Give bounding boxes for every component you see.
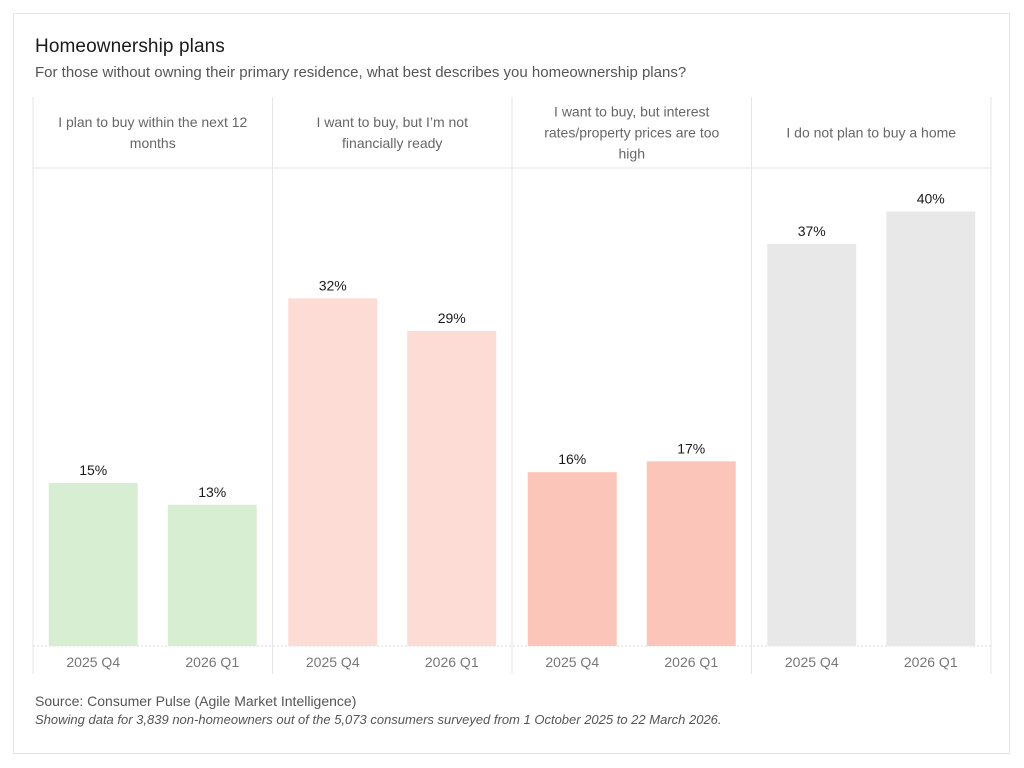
bar-value-label: 13%: [198, 484, 226, 500]
x-tick-label: 2026 Q1: [904, 654, 958, 670]
bar[interactable]: [886, 211, 976, 647]
panel-header-line: I do not plan to buy a home: [786, 125, 956, 141]
bar[interactable]: [767, 244, 857, 646]
x-tick-label: 2025 Q4: [785, 654, 839, 670]
panel-header-line: financially ready: [342, 135, 442, 151]
panel-header-line: I want to buy, but I’m not: [317, 114, 469, 130]
panel-header-line: rates/property prices are too: [544, 125, 719, 141]
bar-value-label: 16%: [558, 451, 586, 467]
bar[interactable]: [288, 298, 378, 646]
bar-value-label: 29%: [438, 310, 466, 326]
x-tick-label: 2025 Q4: [66, 654, 120, 670]
bar-value-label: 37%: [798, 223, 826, 239]
x-tick-label: 2026 Q1: [185, 654, 239, 670]
bar-value-label: 15%: [79, 462, 107, 478]
panel-header-line: I plan to buy within the next 12: [58, 114, 247, 130]
x-axis-ticks: 2025 Q4 2026 Q1 2025 Q4 2026 Q1 2025 Q4 2026 …: [66, 654, 957, 670]
panel-header-line: I want to buy, but interest: [554, 104, 709, 120]
bar-value-label: 40%: [917, 190, 945, 206]
panel-header-line: high: [619, 146, 645, 162]
chart-subtitle: For those without owning their primary r…: [35, 64, 687, 81]
x-tick-label: 2025 Q4: [545, 654, 599, 670]
bar[interactable]: [48, 483, 138, 646]
x-tick-label: 2025 Q4: [306, 654, 360, 670]
panel-headers: I plan to buy within the next 12 months I …: [58, 104, 956, 162]
panel-header-line: months: [130, 135, 176, 151]
panel-grid: [32, 97, 992, 674]
bar-value-label: 32%: [319, 277, 347, 293]
chart-title: Homeownership plans: [35, 36, 225, 57]
footnote-text: Showing data for 3,839 non-homeowners ou…: [35, 712, 722, 727]
bar[interactable]: [407, 330, 497, 646]
source-text: Source: Consumer Pulse (Agile Market Int…: [35, 693, 357, 709]
bars: 15% 13% 32% 29% 16% 17% 37% 40%: [48, 190, 976, 647]
bar-value-label: 17%: [677, 440, 705, 456]
bar[interactable]: [646, 461, 736, 646]
x-tick-label: 2026 Q1: [664, 654, 718, 670]
bar[interactable]: [167, 504, 257, 646]
x-tick-label: 2026 Q1: [425, 654, 479, 670]
bar[interactable]: [527, 472, 617, 646]
